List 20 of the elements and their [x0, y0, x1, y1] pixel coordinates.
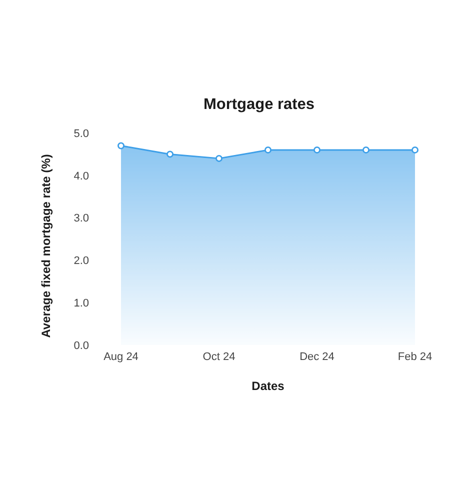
point — [362, 146, 370, 154]
point — [264, 146, 272, 154]
x-tick-label: Aug 24 — [104, 350, 138, 363]
point — [216, 154, 222, 162]
point — [118, 142, 124, 150]
x-tick-label: Oct 24 — [202, 350, 236, 363]
x-axis-title: Dates — [252, 379, 285, 393]
y-tick-label: 3.0 — [74, 212, 89, 225]
y-tick-label: 5.0 — [74, 128, 89, 140]
y-tick-label: 4.0 — [74, 170, 89, 182]
point — [412, 146, 418, 154]
point — [314, 146, 320, 154]
y-axis-title: Average fixed mortgage rate (%) — [39, 154, 53, 338]
point — [166, 150, 174, 158]
x-tick-label: Dec 24 — [300, 350, 334, 363]
chart-title: Mortgage rates — [202, 96, 316, 114]
y-tick-label: 1.0 — [74, 298, 89, 310]
y-tick-label: 2.0 — [74, 255, 89, 268]
x-tick-label: Feb 24 — [398, 350, 432, 363]
y-tick-label: 0.0 — [74, 340, 89, 352]
